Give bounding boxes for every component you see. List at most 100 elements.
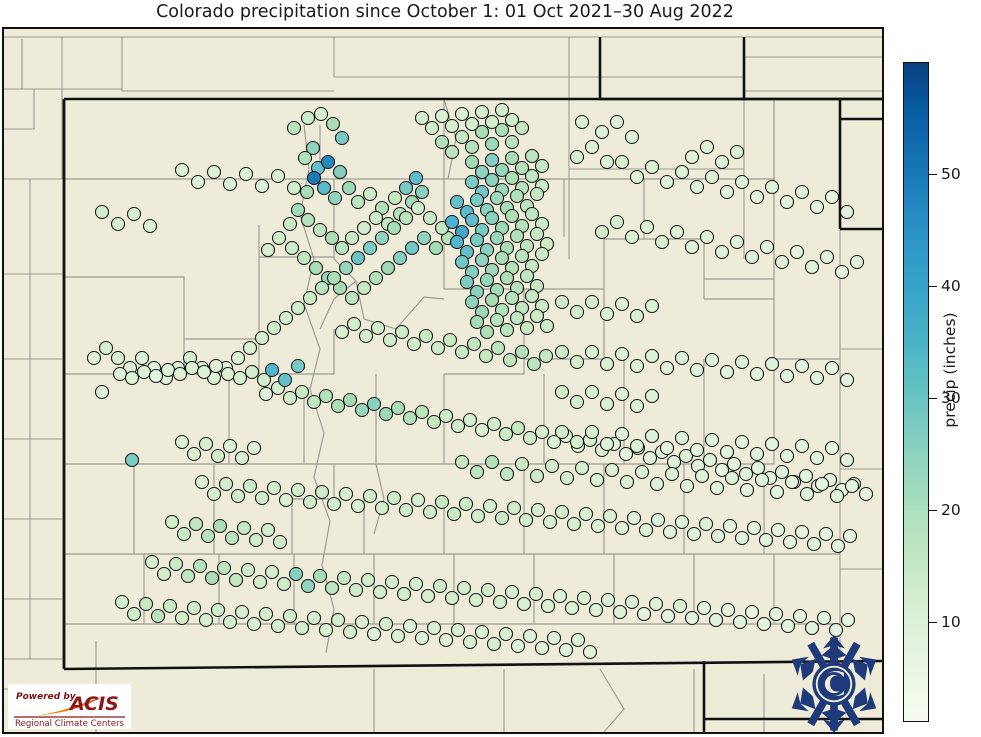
station-marker[interactable]	[350, 498, 366, 514]
station-marker[interactable]	[198, 612, 214, 628]
station-marker[interactable]	[378, 616, 394, 632]
station-marker[interactable]	[404, 240, 420, 256]
station-marker[interactable]	[442, 332, 458, 348]
station-marker[interactable]	[544, 458, 560, 474]
station-marker[interactable]	[709, 480, 725, 496]
station-marker[interactable]	[332, 164, 348, 180]
station-marker[interactable]	[734, 530, 750, 546]
station-marker[interactable]	[734, 434, 750, 450]
station-marker[interactable]	[674, 430, 690, 446]
station-marker[interactable]	[664, 466, 680, 482]
station-marker[interactable]	[330, 612, 346, 628]
station-marker[interactable]	[334, 240, 350, 256]
station-marker[interactable]	[804, 259, 820, 275]
station-marker[interactable]	[612, 604, 628, 620]
colorbar[interactable]: 10 20 30 40 50	[903, 62, 961, 722]
station-marker[interactable]	[494, 250, 510, 266]
station-marker[interactable]	[494, 510, 510, 526]
station-marker[interactable]	[232, 370, 248, 386]
station-marker[interactable]	[156, 566, 172, 582]
station-marker[interactable]	[368, 210, 384, 226]
station-marker[interactable]	[524, 206, 540, 222]
station-marker[interactable]	[829, 488, 845, 504]
station-marker[interactable]	[290, 300, 306, 316]
station-marker[interactable]	[828, 622, 844, 638]
station-marker[interactable]	[454, 344, 470, 360]
station-marker[interactable]	[738, 466, 754, 482]
station-marker[interactable]	[272, 534, 288, 550]
station-marker[interactable]	[514, 344, 530, 360]
station-marker[interactable]	[387, 190, 403, 206]
station-marker[interactable]	[138, 596, 154, 612]
station-marker[interactable]	[342, 392, 358, 408]
station-marker[interactable]	[378, 406, 394, 422]
station-marker[interactable]	[574, 114, 590, 130]
station-marker[interactable]	[514, 456, 530, 472]
station-marker[interactable]	[416, 230, 432, 246]
station-marker[interactable]	[526, 356, 542, 372]
station-marker[interactable]	[124, 370, 140, 386]
station-marker[interactable]	[270, 618, 286, 634]
station-marker[interactable]	[599, 154, 615, 170]
station-marker[interactable]	[710, 528, 726, 544]
station-marker[interactable]	[624, 129, 640, 145]
station-marker[interactable]	[194, 474, 210, 490]
station-marker[interactable]	[302, 494, 318, 510]
station-marker[interactable]	[224, 530, 240, 546]
station-marker[interactable]	[164, 514, 180, 530]
station-marker[interactable]	[704, 352, 720, 368]
station-marker[interactable]	[148, 368, 164, 384]
station-marker[interactable]	[702, 452, 718, 468]
station-marker[interactable]	[314, 484, 330, 500]
station-marker[interactable]	[216, 560, 232, 576]
station-marker[interactable]	[459, 274, 475, 290]
station-marker[interactable]	[486, 416, 502, 432]
station-marker[interactable]	[720, 602, 736, 618]
station-marker[interactable]	[264, 362, 280, 378]
station-marker[interactable]	[260, 522, 276, 538]
station-marker[interactable]	[254, 330, 270, 346]
station-marker[interactable]	[484, 210, 500, 226]
station-marker[interactable]	[358, 328, 374, 344]
station-marker[interactable]	[124, 452, 140, 468]
station-marker[interactable]	[474, 124, 490, 140]
station-marker[interactable]	[638, 522, 654, 538]
station-marker[interactable]	[464, 174, 480, 190]
station-marker[interactable]	[834, 264, 850, 280]
station-marker[interactable]	[334, 324, 350, 340]
station-marker[interactable]	[282, 608, 298, 624]
station-marker[interactable]	[569, 304, 585, 320]
station-marker[interactable]	[529, 226, 545, 242]
station-marker[interactable]	[739, 482, 755, 498]
station-marker[interactable]	[374, 230, 390, 246]
station-marker[interactable]	[474, 104, 490, 120]
station-marker[interactable]	[200, 528, 216, 544]
station-marker[interactable]	[184, 360, 200, 376]
station-marker[interactable]	[794, 524, 810, 540]
station-marker[interactable]	[326, 496, 342, 512]
station-marker[interactable]	[398, 180, 414, 196]
station-marker[interactable]	[444, 118, 460, 134]
station-marker[interactable]	[719, 444, 735, 460]
station-marker[interactable]	[569, 434, 585, 450]
station-marker[interactable]	[392, 250, 408, 266]
cocorahs-snowflake-icon[interactable]: C	[786, 635, 882, 733]
station-marker[interactable]	[360, 572, 376, 588]
station-marker[interactable]	[774, 464, 790, 480]
station-marker[interactable]	[318, 622, 334, 638]
station-marker[interactable]	[614, 520, 630, 536]
station-marker[interactable]	[398, 502, 414, 518]
station-marker[interactable]	[449, 234, 465, 250]
station-marker[interactable]	[312, 222, 328, 238]
station-marker[interactable]	[484, 152, 500, 168]
station-marker[interactable]	[558, 642, 574, 658]
station-marker[interactable]	[426, 620, 442, 636]
station-marker[interactable]	[174, 162, 190, 178]
station-marker[interactable]	[454, 106, 470, 122]
station-marker[interactable]	[756, 616, 772, 632]
station-marker[interactable]	[554, 294, 570, 310]
station-marker[interactable]	[422, 210, 438, 226]
station-marker[interactable]	[348, 582, 364, 598]
station-marker[interactable]	[390, 400, 406, 416]
station-marker[interactable]	[474, 624, 490, 640]
